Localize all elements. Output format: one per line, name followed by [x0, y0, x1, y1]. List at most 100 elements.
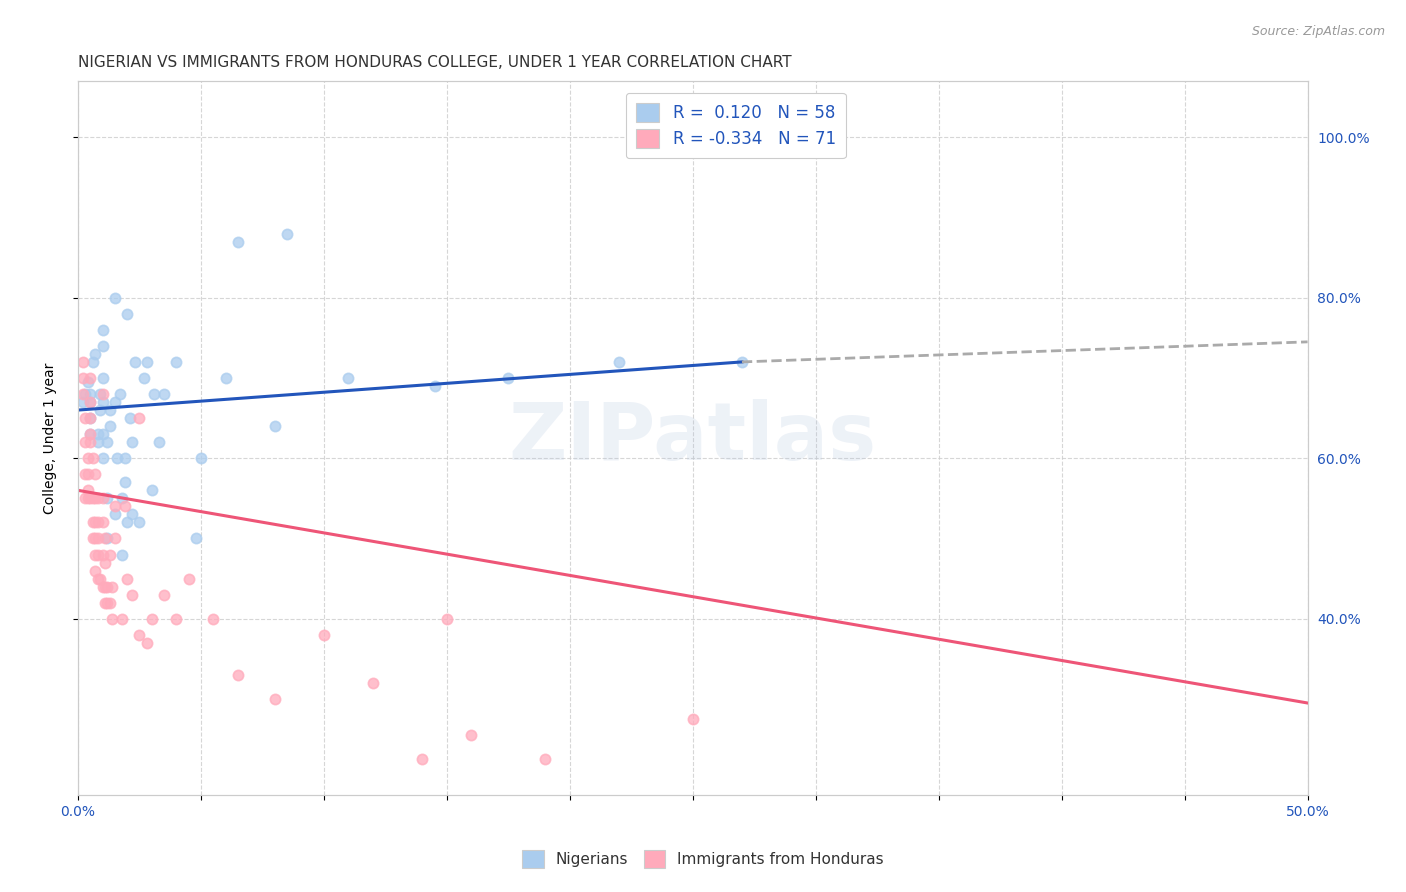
Point	[75, 491, 97, 506]
Point	[72, 395, 94, 409]
Y-axis label: College, Under 1 year: College, Under 1 year	[44, 362, 58, 514]
Point	[184, 532, 207, 546]
Point	[79, 395, 101, 409]
Point	[86, 435, 108, 450]
Point	[153, 588, 176, 602]
Point	[498, 371, 520, 385]
Point	[84, 532, 107, 546]
Point	[121, 588, 143, 602]
Point	[226, 235, 249, 249]
Point	[86, 572, 108, 586]
Point	[423, 379, 446, 393]
Point	[202, 612, 225, 626]
Point	[460, 728, 482, 742]
Point	[84, 467, 107, 482]
Point	[75, 467, 97, 482]
Point	[86, 516, 108, 530]
Point	[91, 580, 114, 594]
Point	[79, 411, 101, 425]
Point	[105, 451, 128, 466]
Point	[94, 580, 117, 594]
Point	[91, 548, 114, 562]
Point	[79, 371, 101, 385]
Point	[96, 435, 118, 450]
Point	[96, 491, 118, 506]
Point	[91, 371, 114, 385]
Point	[128, 628, 150, 642]
Point	[682, 712, 704, 726]
Point	[190, 451, 212, 466]
Point	[91, 427, 114, 442]
Point	[76, 375, 98, 389]
Point	[94, 556, 117, 570]
Text: Source: ZipAtlas.com: Source: ZipAtlas.com	[1251, 25, 1385, 38]
Point	[89, 387, 111, 401]
Point	[79, 411, 101, 425]
Point	[98, 419, 121, 434]
Point	[75, 411, 97, 425]
Point	[91, 323, 114, 337]
Point	[115, 516, 138, 530]
Point	[165, 355, 187, 369]
Point	[72, 371, 94, 385]
Point	[72, 355, 94, 369]
Point	[104, 291, 127, 305]
Point	[82, 532, 104, 546]
Point	[79, 491, 101, 506]
Point	[128, 411, 150, 425]
Point	[153, 387, 176, 401]
Point	[312, 628, 335, 642]
Text: NIGERIAN VS IMMIGRANTS FROM HONDURAS COLLEGE, UNDER 1 YEAR CORRELATION CHART: NIGERIAN VS IMMIGRANTS FROM HONDURAS COL…	[77, 55, 792, 70]
Point	[165, 612, 187, 626]
Point	[337, 371, 360, 385]
Point	[84, 548, 107, 562]
Point	[148, 435, 170, 450]
Point	[82, 451, 104, 466]
Point	[114, 451, 136, 466]
Point	[96, 580, 118, 594]
Point	[108, 387, 131, 401]
Point	[101, 612, 124, 626]
Point	[115, 307, 138, 321]
Point	[177, 572, 200, 586]
Point	[98, 548, 121, 562]
Point	[135, 636, 157, 650]
Legend: R =  0.120   N = 58, R = -0.334   N = 71: R = 0.120 N = 58, R = -0.334 N = 71	[626, 93, 845, 158]
Point	[91, 491, 114, 506]
Point	[84, 347, 107, 361]
Legend: Nigerians, Immigrants from Honduras: Nigerians, Immigrants from Honduras	[516, 844, 890, 873]
Point	[411, 752, 433, 766]
Point	[114, 475, 136, 490]
Point	[89, 572, 111, 586]
Point	[76, 467, 98, 482]
Point	[82, 516, 104, 530]
Point	[72, 387, 94, 401]
Point	[82, 491, 104, 506]
Point	[104, 532, 127, 546]
Point	[436, 612, 458, 626]
Point	[135, 355, 157, 369]
Point	[84, 491, 107, 506]
Point	[214, 371, 236, 385]
Point	[124, 355, 146, 369]
Point	[91, 339, 114, 353]
Point	[731, 355, 754, 369]
Point	[91, 451, 114, 466]
Point	[79, 435, 101, 450]
Point	[98, 403, 121, 417]
Point	[141, 612, 163, 626]
Point	[114, 500, 136, 514]
Point	[121, 508, 143, 522]
Point	[96, 532, 118, 546]
Point	[104, 508, 127, 522]
Point	[84, 564, 107, 578]
Point	[115, 572, 138, 586]
Point	[96, 596, 118, 610]
Point	[111, 548, 134, 562]
Point	[76, 491, 98, 506]
Point	[361, 676, 384, 690]
Point	[276, 227, 298, 241]
Point	[86, 548, 108, 562]
Point	[86, 532, 108, 546]
Point	[82, 355, 104, 369]
